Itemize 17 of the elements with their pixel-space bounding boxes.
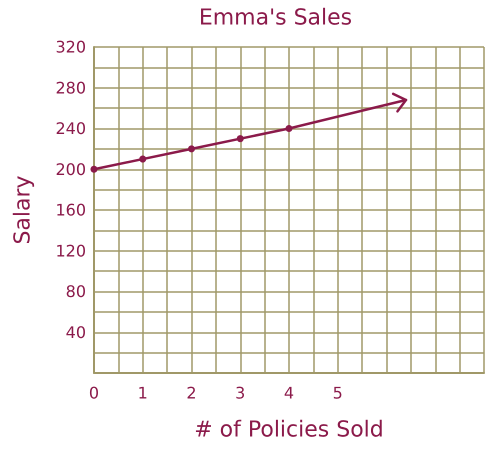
chart-title: Emma's Sales [198, 6, 352, 30]
x-tick-label: 1 [138, 384, 148, 402]
x-tick-label: 3 [235, 384, 246, 402]
y-tick-label: 320 [55, 38, 86, 56]
x-tick-label: 4 [284, 384, 294, 402]
x-tick-label: 0 [88, 384, 100, 402]
y-tick-label: 200 [55, 160, 86, 179]
y-tick-label: 280 [55, 78, 86, 98]
x-axis-title: # of Policies Sold [194, 418, 384, 442]
y-tick-label: 240 [55, 119, 86, 138]
y-axis-title: Salary [10, 175, 36, 245]
y-tick-label: 120 [55, 241, 86, 260]
y-tick-label: 80 [66, 282, 86, 301]
y-tick-label: 40 [66, 322, 86, 342]
x-tick-label: 5 [332, 384, 343, 402]
x-tick-label: 2 [186, 384, 197, 402]
y-tick-label: 160 [55, 200, 86, 220]
